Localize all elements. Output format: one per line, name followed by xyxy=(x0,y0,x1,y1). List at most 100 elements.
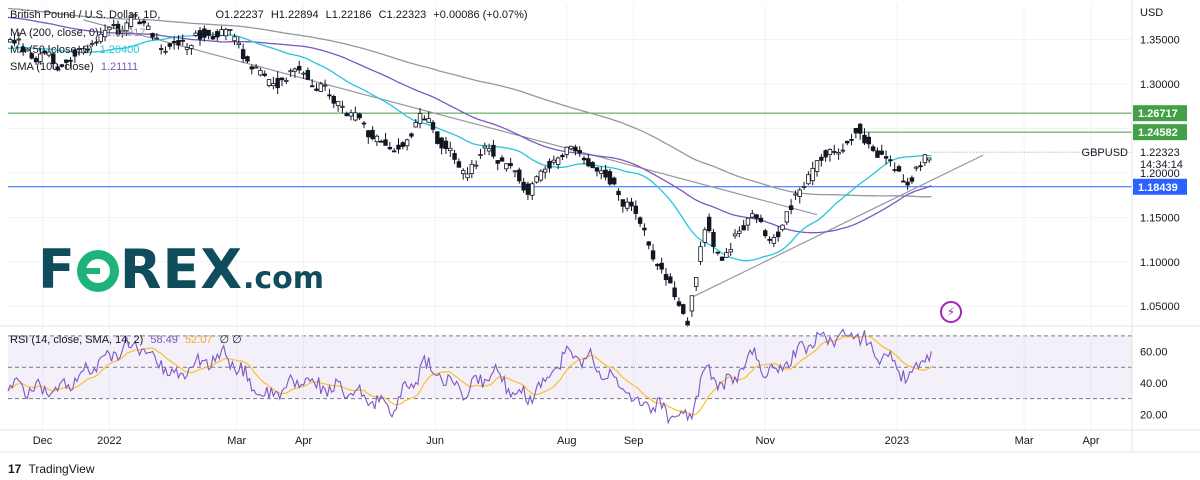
candle-down xyxy=(603,169,608,178)
candle-down xyxy=(857,123,863,134)
candle-down xyxy=(309,85,315,88)
sma100-line xyxy=(7,16,932,234)
candle-up xyxy=(236,42,242,45)
candle-down xyxy=(888,159,893,162)
candle-down xyxy=(72,49,78,57)
price-tick-label: 1.35000 xyxy=(1140,35,1180,47)
candle-down xyxy=(171,40,177,44)
indicator-value: 1.19917 xyxy=(105,27,146,39)
candle-down xyxy=(383,139,388,146)
candle-up xyxy=(840,149,846,152)
candle-down xyxy=(775,231,781,238)
candle-down xyxy=(400,142,406,147)
candle-up xyxy=(335,100,341,107)
candle-down xyxy=(94,41,99,44)
candle-up xyxy=(814,160,820,172)
candle-up xyxy=(448,147,453,152)
candle-down xyxy=(275,77,280,89)
candle-up xyxy=(348,112,354,117)
candle-up xyxy=(793,193,798,196)
candle-down xyxy=(331,96,336,104)
candle-up xyxy=(780,224,785,230)
candle-up xyxy=(413,122,418,128)
candle-down xyxy=(29,53,34,59)
indicator-ma200[interactable]: MA (200, close, 0) 1.19917 xyxy=(10,27,149,39)
trendline xyxy=(691,154,984,298)
candle-up xyxy=(504,163,509,170)
indicator-value: 1.21111 xyxy=(100,61,139,73)
level-label-box xyxy=(1133,124,1187,141)
candle-up xyxy=(836,152,841,155)
candle-down xyxy=(883,156,889,159)
candle-down xyxy=(586,158,591,167)
candle-up xyxy=(530,183,535,196)
trendlines xyxy=(83,19,984,298)
candle-down xyxy=(85,48,91,51)
candle-down xyxy=(379,140,384,143)
candle-up xyxy=(750,213,755,218)
candle-down xyxy=(439,137,444,149)
logo-letters: REX xyxy=(119,238,243,301)
candle-up xyxy=(146,25,151,30)
indicator-rsi[interactable]: RSI (14, close, SMA, 14, 2) 58.49 52.07 … xyxy=(10,333,246,346)
indicator-ma50[interactable]: MA (50, close, 0) 1.20400 xyxy=(10,44,143,56)
candle-down xyxy=(612,177,617,185)
candle-up xyxy=(473,164,479,167)
candle-down xyxy=(361,122,367,125)
candle-up xyxy=(46,51,52,56)
candle-down xyxy=(137,21,142,25)
level-label: 1.24582 xyxy=(1138,127,1178,139)
forex-logo: F REX.com xyxy=(38,238,325,301)
candle-down xyxy=(42,50,47,54)
candle-down xyxy=(767,239,772,241)
candle-down xyxy=(245,56,250,62)
open-value: O1.22237 xyxy=(215,9,264,21)
candle-up xyxy=(288,70,293,73)
candle-down xyxy=(905,181,910,186)
candle-down xyxy=(499,157,505,162)
candle-down xyxy=(637,217,643,224)
candle-down xyxy=(758,217,764,222)
time-tick-label: Sep xyxy=(624,435,644,447)
candle-down xyxy=(517,169,522,182)
indicator-sma100[interactable]: SMA (100, close) 1.21111 xyxy=(10,61,142,73)
candle-up xyxy=(124,22,129,31)
tradingview-label: TradingView xyxy=(28,462,95,476)
level-lines xyxy=(8,112,1132,188)
candle-down xyxy=(788,205,794,211)
candle-up xyxy=(806,174,811,185)
candle-up xyxy=(599,170,604,174)
candle-down xyxy=(655,263,660,267)
candle-down xyxy=(396,144,401,150)
candle-down xyxy=(819,156,824,161)
candle-down xyxy=(521,181,526,191)
candle-down xyxy=(646,241,651,246)
candle-down xyxy=(59,64,65,67)
candles xyxy=(7,12,932,328)
candle-up xyxy=(827,148,833,156)
candle-up xyxy=(555,157,561,165)
rsi-lines xyxy=(7,328,932,425)
price-tick-label: 1.15000 xyxy=(1140,212,1180,224)
candle-down xyxy=(391,150,397,153)
candle-down xyxy=(741,225,746,231)
tradingview-brand[interactable]: 17 TradingView xyxy=(8,462,95,476)
logo-suffix: .com xyxy=(243,261,325,296)
candle-up xyxy=(301,72,306,75)
level-label: 1.18439 xyxy=(1138,182,1178,194)
level-label: 1.26717 xyxy=(1138,108,1178,120)
candle-down xyxy=(314,88,319,91)
candle-down xyxy=(845,140,850,144)
candle-up xyxy=(284,80,289,82)
candle-up xyxy=(551,159,557,163)
candle-up xyxy=(76,48,82,50)
candle-up xyxy=(745,217,751,226)
lightning-icon[interactable]: ⚡ xyxy=(940,301,962,323)
candle-down xyxy=(892,169,897,171)
candle-down xyxy=(668,276,673,284)
candle-up xyxy=(914,166,919,169)
candle-up xyxy=(417,113,423,124)
candle-down xyxy=(659,262,664,270)
candle-up xyxy=(107,26,112,31)
